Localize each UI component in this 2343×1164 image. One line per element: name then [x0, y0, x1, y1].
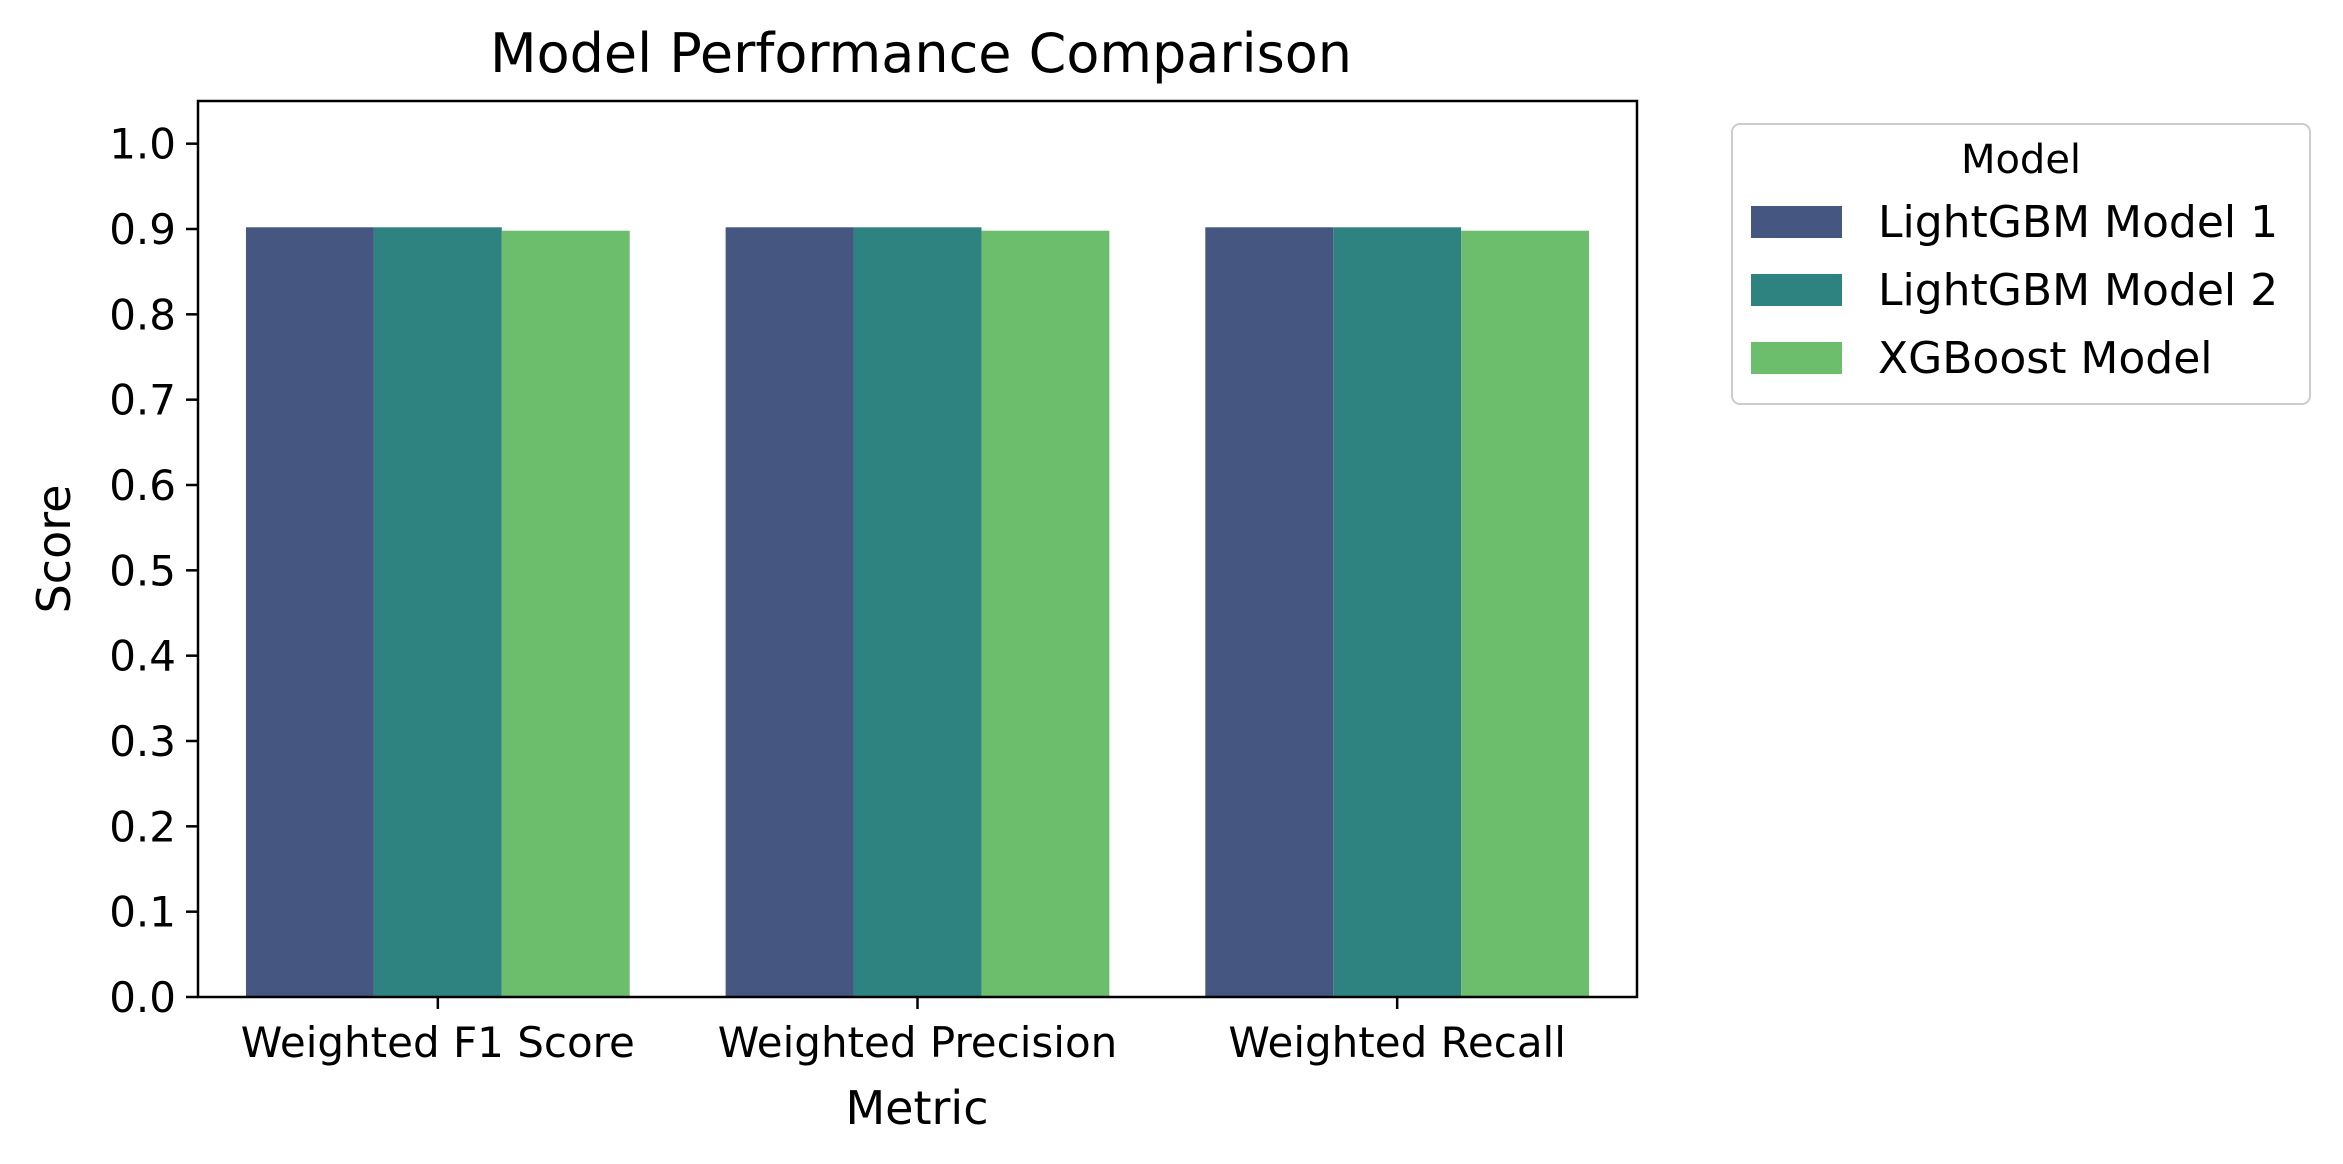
bar-3-1 — [501, 230, 630, 997]
x-axis-label: Metric — [845, 1081, 988, 1135]
x-tick-label: Weighted Recall — [1228, 1018, 1565, 1067]
bar-1-2 — [725, 227, 854, 997]
legend-swatch-2 — [1751, 274, 1842, 306]
y-tick-label: 0.6 — [109, 461, 176, 510]
y-tick-label: 0.3 — [109, 717, 176, 766]
bar-3-2 — [981, 230, 1110, 997]
bar-2-3 — [1333, 227, 1462, 997]
legend-items: LightGBM Model 1 LightGBM Model 2 XGBoost … — [1751, 197, 2278, 384]
x-tick-label: Weighted Precision — [718, 1018, 1118, 1067]
bar-1-1 — [245, 227, 374, 997]
legend-box — [1731, 123, 2311, 405]
x-axis: Weighted F1 Score Weighted Precision Weigh… — [241, 997, 1566, 1067]
legend-swatch-3 — [1751, 342, 1842, 374]
y-tick-label: 0.8 — [109, 290, 176, 339]
y-tick-label: 1.0 — [109, 120, 176, 169]
bars-layer — [245, 227, 1590, 997]
y-axis: 0.0 0.1 0.2 0.3 0.4 0.5 0.6 0.7 0.8 0.9 1.0 — [109, 120, 198, 1022]
plot-frame — [196, 99, 1639, 999]
bar-2-1 — [373, 227, 502, 997]
legend-label-2: LightGBM Model 2 — [1878, 265, 2278, 316]
y-tick-label: 0.1 — [109, 888, 176, 937]
legend-label-3: XGBoost Model — [1878, 333, 2213, 384]
bar-1-3 — [1205, 227, 1334, 997]
chart-title: Model Performance Comparison — [490, 22, 1352, 85]
x-tick-label: Weighted F1 Score — [241, 1018, 635, 1067]
legend-title: Model — [1961, 137, 2081, 183]
y-tick-label: 0.9 — [109, 205, 176, 254]
legend-swatch-1 — [1751, 206, 1842, 238]
bar-3-3 — [1461, 230, 1590, 997]
y-tick-label: 0.7 — [109, 376, 176, 425]
legend: Model LightGBM Model 1 LightGBM Model 2 XG… — [1731, 123, 2311, 405]
y-axis-label: Score — [27, 485, 81, 614]
bar-2-2 — [853, 227, 982, 997]
y-tick-label: 0.5 — [109, 546, 176, 595]
legend-label-1: LightGBM Model 1 — [1878, 197, 2278, 248]
y-tick-label: 0.0 — [109, 973, 176, 1022]
y-tick-label: 0.4 — [109, 632, 176, 681]
y-tick-label: 0.2 — [109, 802, 176, 851]
